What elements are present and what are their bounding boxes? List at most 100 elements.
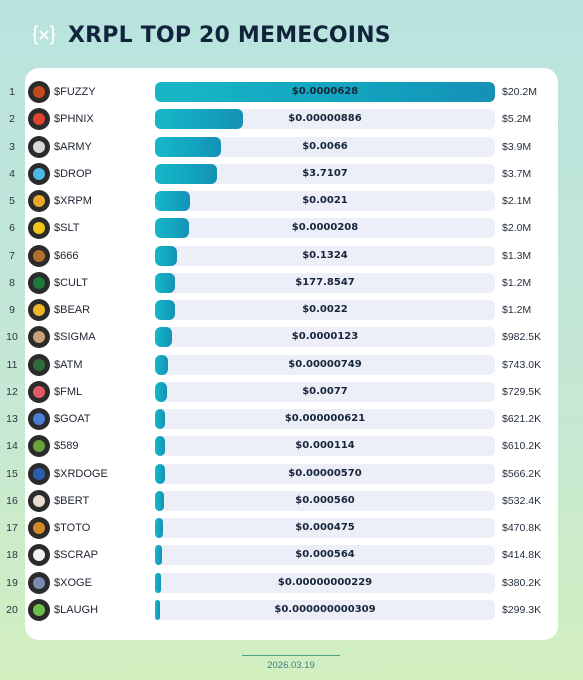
token-avatar-icon xyxy=(28,162,50,185)
price-label: $0.000000000309 xyxy=(274,603,376,615)
bar-fill xyxy=(155,272,176,293)
footer-date: 2026.03.19 xyxy=(267,660,315,671)
bar-track: $0.000564 xyxy=(155,545,495,566)
bar-fill xyxy=(155,545,162,566)
bar-fill xyxy=(155,572,162,593)
rank-label: 2 xyxy=(9,113,15,126)
token-name: $SLT xyxy=(54,222,80,235)
market-cap-label: $380.2K xyxy=(502,576,542,589)
token-avatar-icon xyxy=(28,217,50,240)
market-cap-label: $3.9M xyxy=(502,140,532,153)
bar-fill xyxy=(155,136,221,157)
rank-label: 13 xyxy=(6,413,18,425)
xrp-bracket-logo-icon xyxy=(32,25,56,45)
token-name: $LAUGH xyxy=(54,603,99,616)
token-avatar-icon xyxy=(28,108,50,131)
price-label: $0.0000628 xyxy=(291,86,359,97)
bar-track: $0.0021 xyxy=(155,191,495,211)
price-label: $0.00000570 xyxy=(288,467,362,479)
token-avatar-icon xyxy=(28,571,50,594)
market-cap-label: $1.2M xyxy=(502,276,532,289)
price-label: $0.00000749 xyxy=(288,358,362,370)
bar-track: $0.00000570 xyxy=(155,463,495,484)
token-avatar-icon xyxy=(28,135,50,158)
bar-track: $0.000475 xyxy=(155,518,495,538)
token-avatar-icon xyxy=(28,489,50,512)
bar-fill xyxy=(155,354,168,375)
rank-label: 20 xyxy=(6,603,18,616)
token-avatar-icon xyxy=(28,544,50,567)
rank-label: 5 xyxy=(9,195,15,207)
price-label: $0.00000000229 xyxy=(277,576,373,588)
market-cap-label: $5.2M xyxy=(502,113,532,126)
market-cap-label: $743.0K xyxy=(502,358,542,371)
bar-fill xyxy=(155,463,165,484)
token-name: $XRPM xyxy=(54,195,92,207)
price-label: $0.000475 xyxy=(295,522,355,533)
market-cap-label: $621.2K xyxy=(502,413,542,425)
bar-fill xyxy=(155,191,191,211)
price-label: $0.0000208 xyxy=(291,222,359,234)
bar-track: $0.0022 xyxy=(155,300,495,320)
bar-track: $0.00000000229 xyxy=(155,572,495,593)
token-name: $BEAR xyxy=(54,304,91,316)
token-avatar-icon xyxy=(28,598,50,621)
bar-track: $0.0000208 xyxy=(155,218,495,239)
token-name: $BERT xyxy=(54,494,90,507)
bar-track: $0.0000123 xyxy=(155,327,495,348)
token-avatar-icon xyxy=(28,517,50,539)
market-cap-label: $2.1M xyxy=(502,195,532,207)
token-avatar-icon xyxy=(28,435,50,458)
token-avatar-icon xyxy=(28,408,50,430)
market-cap-label: $2.0M xyxy=(502,222,532,235)
price-label: $0.0000123 xyxy=(291,331,359,343)
token-name: $FML xyxy=(54,385,83,398)
bar-track: $0.000114 xyxy=(155,436,495,457)
token-name: $589 xyxy=(54,440,79,453)
rank-label: 15 xyxy=(6,467,18,480)
rank-label: 11 xyxy=(6,358,18,371)
rank-label: 9 xyxy=(9,304,15,316)
token-avatar-icon xyxy=(28,380,50,403)
price-label: $0.000114 xyxy=(295,440,355,452)
token-name: $PHNIX xyxy=(54,113,94,126)
token-name: $SCRAP xyxy=(54,549,99,562)
bar-track: $0.00000886 xyxy=(155,109,495,130)
market-cap-label: $3.7M xyxy=(502,167,532,180)
bar-track: $0.000000621 xyxy=(155,409,495,429)
rank-label: 14 xyxy=(6,440,18,453)
bar-track: $3.7107 xyxy=(155,163,495,184)
rank-label: 17 xyxy=(6,522,18,534)
bar-fill xyxy=(155,327,172,348)
price-label: $0.000000621 xyxy=(284,413,366,424)
bar-fill xyxy=(155,599,161,620)
bar-fill xyxy=(155,245,177,266)
token-name: $SIGMA xyxy=(54,331,96,344)
bar-fill xyxy=(155,518,163,538)
market-cap-label: $982.5K xyxy=(502,331,542,344)
bar-fill xyxy=(155,82,495,102)
bar-track: $0.00000749 xyxy=(155,354,495,375)
price-label: $0.000560 xyxy=(295,494,355,506)
token-name: $TOTO xyxy=(54,522,91,534)
bar-track: $0.1324 xyxy=(155,245,495,266)
price-label: $0.0021 xyxy=(302,195,348,206)
page-title: XRPL TOP 20 MEMECOINS xyxy=(68,22,391,48)
price-label: $3.7107 xyxy=(302,167,348,179)
market-cap-label: $610.2K xyxy=(502,440,542,453)
bar-fill xyxy=(155,381,168,402)
market-cap-label: $729.5K xyxy=(502,385,542,398)
market-cap-label: $1.3M xyxy=(502,249,532,262)
bar-track: $0.0066 xyxy=(155,136,495,157)
rank-label: 1 xyxy=(9,86,15,98)
bar-fill xyxy=(155,163,218,184)
bar-fill xyxy=(155,300,176,320)
market-cap-label: $566.2K xyxy=(502,467,542,480)
token-avatar-icon xyxy=(28,326,50,349)
token-name: $CULT xyxy=(54,276,89,289)
chart-card: 1 $FUZZY $0.0000628 $20.2M 2 $PHNIX $0.0000088… xyxy=(6,68,558,640)
bar-fill xyxy=(155,436,166,457)
rank-label: 10 xyxy=(6,331,18,344)
rank-label: 16 xyxy=(6,494,18,507)
market-cap-label: $414.8K xyxy=(502,549,542,562)
